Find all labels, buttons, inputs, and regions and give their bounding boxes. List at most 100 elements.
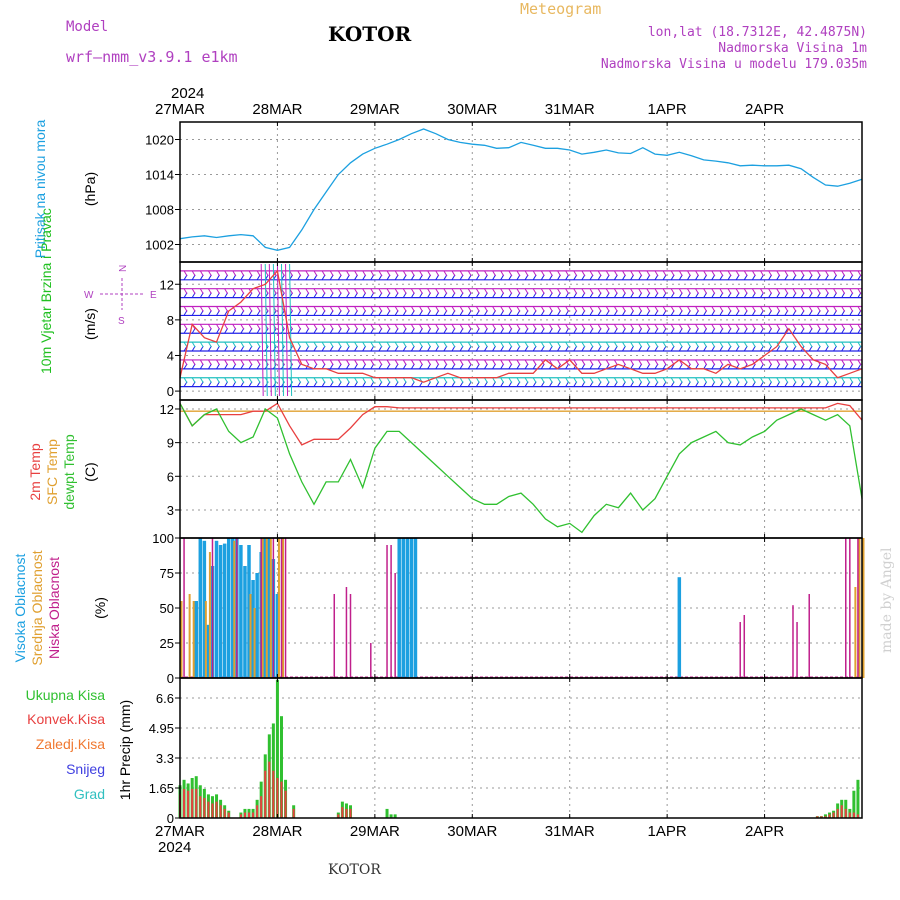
- wind-barb: [378, 377, 383, 383]
- wind-barb: [459, 359, 464, 366]
- wind-barb: [605, 377, 610, 383]
- wind-barb: [841, 324, 846, 330]
- wind-gust-barb: [268, 263, 272, 397]
- wind-barb: [427, 345, 432, 352]
- wind-barb: [654, 270, 659, 277]
- wind-barb: [240, 288, 245, 294]
- wind-barb: [451, 270, 456, 277]
- wind-barb: [857, 324, 862, 330]
- wind-barb: [662, 363, 667, 370]
- wind-barb: [776, 270, 781, 277]
- wind-barb: [784, 324, 789, 330]
- conv-precip-bar: [260, 796, 263, 818]
- wind-barb: [289, 327, 294, 334]
- wind-barb: [232, 306, 237, 312]
- wind-barb: [532, 341, 537, 348]
- wind-barb: [573, 270, 578, 277]
- y-tick-label: 1014: [145, 168, 174, 183]
- wind-barb: [378, 327, 383, 334]
- wind-barb: [516, 341, 521, 348]
- wind-barb: [630, 274, 635, 281]
- high-cloud-bar: [194, 601, 198, 678]
- total-precip-bar: [202, 788, 206, 818]
- wind-barb: [419, 341, 423, 348]
- wind-gust-barb: [289, 263, 293, 397]
- wind-barb: [443, 274, 448, 281]
- wind-barb: [199, 363, 204, 370]
- wind-barb: [565, 363, 570, 370]
- wind-barb: [216, 324, 220, 330]
- wind-barb: [727, 288, 732, 294]
- wind-barb: [337, 345, 342, 352]
- wind-barb: [792, 363, 797, 370]
- wind-barb: [654, 345, 659, 352]
- total-precip-bar: [336, 812, 340, 818]
- wind-barb: [719, 270, 724, 277]
- wind-barb: [492, 377, 497, 383]
- wind-barb: [337, 288, 342, 294]
- wind-barb: [768, 324, 773, 330]
- wind-barb: [841, 292, 846, 298]
- wind-barb: [207, 377, 212, 383]
- high-cloud-bar: [202, 540, 207, 678]
- chart-title: KOTOR: [328, 22, 412, 46]
- wind-barb: [207, 324, 212, 330]
- wind-barb: [557, 288, 561, 294]
- wind-barb: [524, 310, 529, 316]
- conv-precip-bar: [243, 812, 246, 818]
- wind-barb: [573, 306, 578, 312]
- wind-barb: [825, 359, 829, 366]
- y-tick-label: 9: [167, 436, 174, 451]
- wind-barb: [743, 345, 748, 352]
- wind-barb: [678, 327, 683, 334]
- wind-barb: [670, 341, 675, 348]
- wind-barb: [362, 306, 367, 312]
- wind-barb: [540, 274, 545, 281]
- wind-barb: [313, 270, 318, 277]
- wind-barb: [532, 306, 537, 312]
- wind-barb: [508, 381, 513, 387]
- wind-barb: [589, 345, 594, 352]
- wind-barb: [524, 363, 529, 370]
- wind-barb: [305, 345, 310, 352]
- wind-barb: [281, 292, 285, 298]
- wind-barb: [548, 324, 553, 330]
- wind-barb: [719, 292, 724, 298]
- wind-barb: [565, 324, 570, 330]
- wind-barb: [727, 345, 732, 352]
- wind-barb: [516, 310, 521, 316]
- wind-barb: [492, 324, 497, 330]
- wind-barb: [573, 377, 578, 383]
- total-precip-bar: [823, 814, 827, 818]
- wind-barb: [760, 306, 764, 312]
- wind-barb: [605, 288, 610, 294]
- wind-barb: [613, 381, 618, 387]
- wind-barb: [427, 292, 432, 298]
- wind-barb: [216, 292, 220, 298]
- wind-barb: [524, 359, 529, 366]
- wind-barb: [557, 377, 561, 383]
- wind-barb: [191, 306, 196, 312]
- wind-barb: [776, 327, 781, 334]
- wind-barb: [191, 292, 196, 298]
- wind-barb: [459, 381, 464, 387]
- wind-barb: [199, 381, 204, 387]
- wind-barb: [816, 274, 821, 281]
- wind-barb: [199, 288, 204, 294]
- wind-barb: [451, 324, 456, 330]
- wind-gust-barb: [276, 263, 280, 397]
- wind-barb: [484, 345, 488, 352]
- x-tick-label-bottom: 29MAR: [350, 823, 400, 840]
- wind-barb: [402, 324, 407, 330]
- x-tick-label-bottom: 2APR: [745, 823, 784, 840]
- wind-barb: [597, 274, 602, 281]
- wind-barb: [443, 310, 448, 316]
- wind-barb: [727, 292, 732, 298]
- wind-barb: [573, 363, 578, 370]
- wind-barb: [800, 310, 805, 316]
- wind-barb: [321, 345, 326, 352]
- wind-barb: [597, 306, 602, 312]
- wind-barb: [297, 341, 302, 348]
- wind-barb: [792, 341, 797, 348]
- wind-barb: [297, 310, 302, 316]
